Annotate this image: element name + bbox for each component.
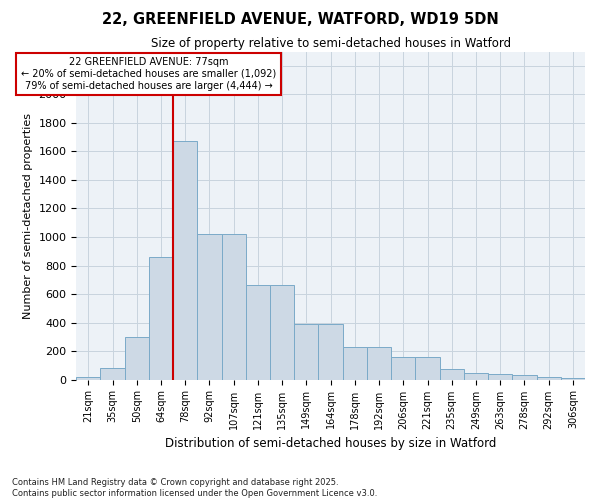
Bar bbox=[221, 234, 246, 380]
X-axis label: Distribution of semi-detached houses by size in Watford: Distribution of semi-detached houses by … bbox=[165, 437, 496, 450]
Bar bbox=[343, 347, 367, 380]
Bar bbox=[246, 286, 270, 380]
Bar bbox=[561, 378, 585, 380]
Bar bbox=[415, 358, 440, 380]
Bar bbox=[488, 374, 512, 380]
Bar bbox=[319, 324, 343, 380]
Title: Size of property relative to semi-detached houses in Watford: Size of property relative to semi-detach… bbox=[151, 38, 511, 51]
Bar bbox=[294, 324, 319, 380]
Bar bbox=[125, 337, 149, 380]
Text: Contains HM Land Registry data © Crown copyright and database right 2025.
Contai: Contains HM Land Registry data © Crown c… bbox=[12, 478, 377, 498]
Bar bbox=[76, 376, 100, 380]
Bar bbox=[270, 286, 294, 380]
Bar bbox=[464, 373, 488, 380]
Y-axis label: Number of semi-detached properties: Number of semi-detached properties bbox=[23, 112, 32, 318]
Bar bbox=[173, 142, 197, 380]
Bar bbox=[367, 347, 391, 380]
Bar bbox=[512, 376, 536, 380]
Bar bbox=[391, 358, 415, 380]
Bar bbox=[100, 368, 125, 380]
Bar bbox=[197, 234, 221, 380]
Text: 22 GREENFIELD AVENUE: 77sqm
← 20% of semi-detached houses are smaller (1,092)
79: 22 GREENFIELD AVENUE: 77sqm ← 20% of sem… bbox=[21, 58, 277, 90]
Bar bbox=[440, 369, 464, 380]
Bar bbox=[536, 376, 561, 380]
Text: 22, GREENFIELD AVENUE, WATFORD, WD19 5DN: 22, GREENFIELD AVENUE, WATFORD, WD19 5DN bbox=[101, 12, 499, 28]
Bar bbox=[149, 257, 173, 380]
